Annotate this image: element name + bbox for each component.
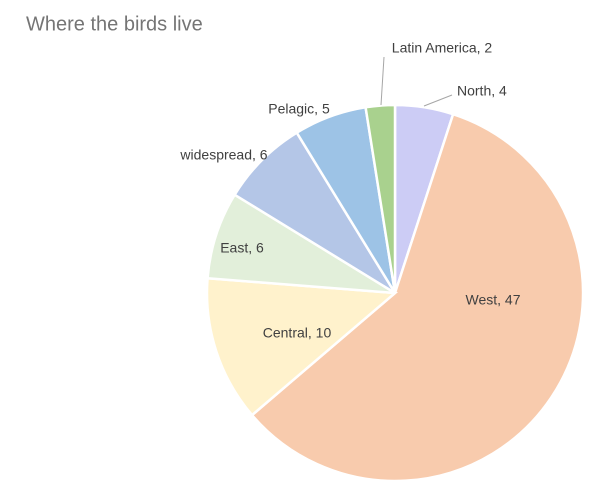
data-label: Latin America, 2 — [392, 40, 493, 56]
chart-title: Where the birds live — [26, 13, 203, 35]
pie-slice — [250, 112, 585, 483]
data-label: widespread, 6 — [179, 147, 267, 163]
data-label: West, 47 — [466, 292, 521, 308]
data-label: Pelagic, 5 — [268, 101, 330, 117]
leader-line — [423, 94, 453, 107]
data-label: East, 6 — [220, 240, 264, 256]
pie-slice — [364, 103, 397, 294]
pie-slice — [205, 276, 399, 417]
data-label: Central, 10 — [263, 325, 332, 341]
leader-line — [380, 56, 385, 106]
data-label: North, 4 — [457, 83, 507, 99]
